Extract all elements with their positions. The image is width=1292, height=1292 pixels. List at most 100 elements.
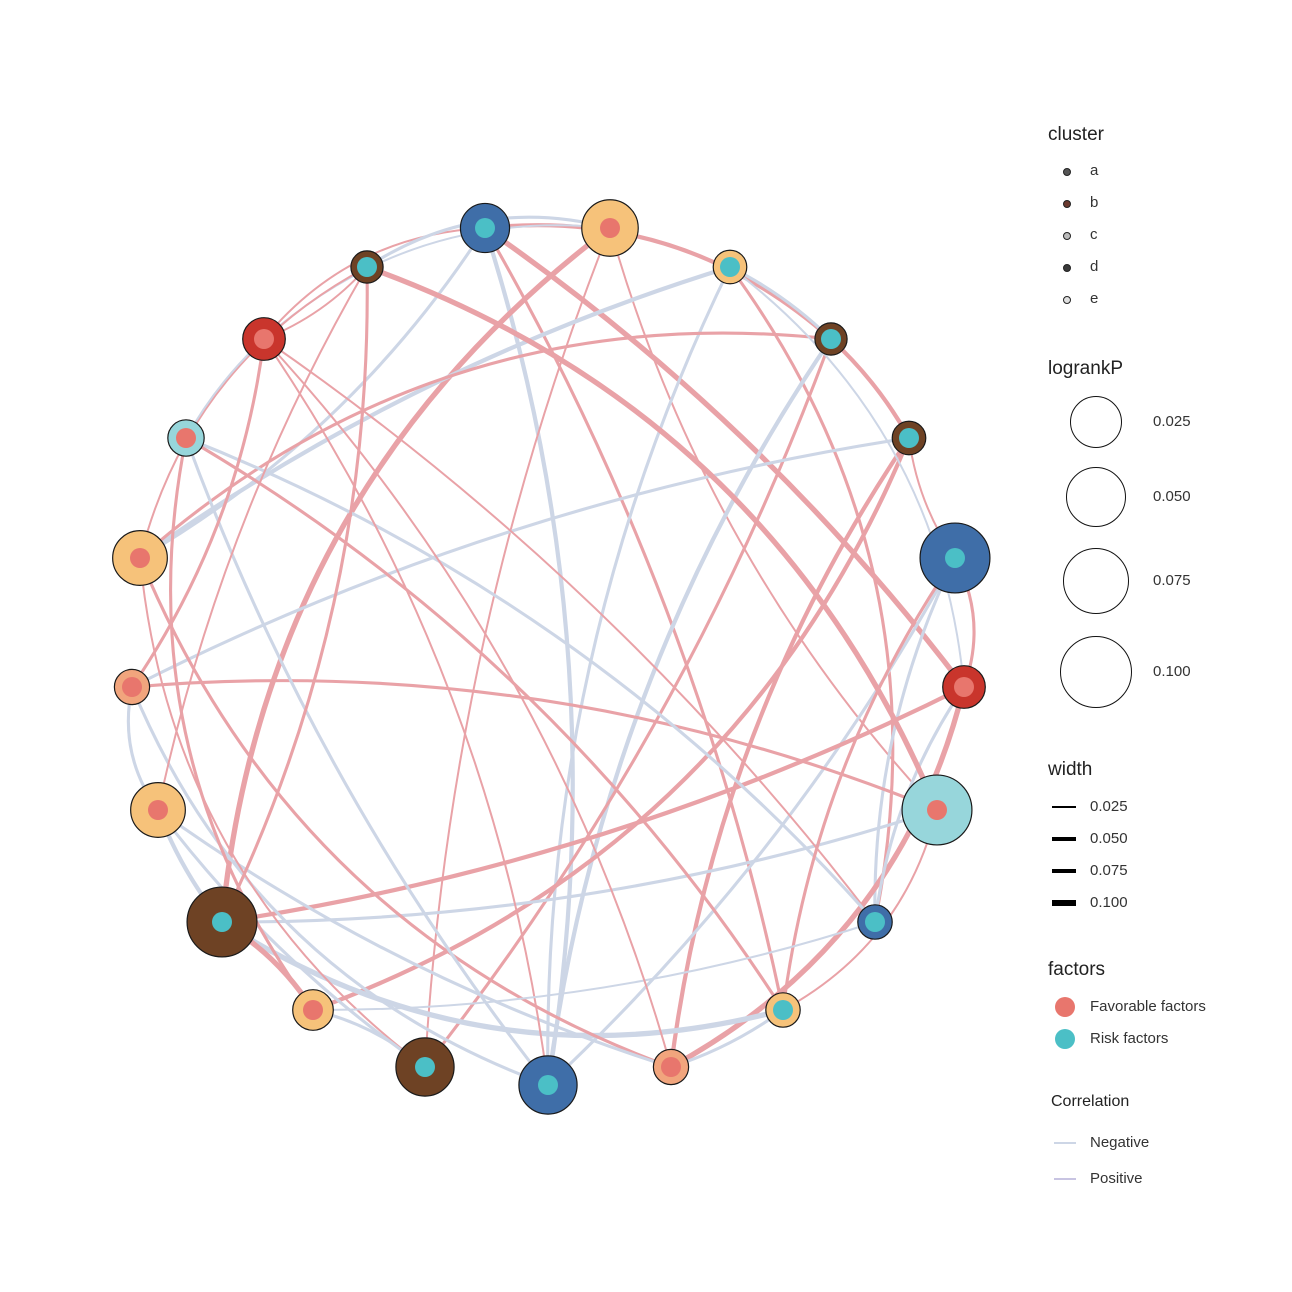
correlation-network <box>112 199 991 1115</box>
cluster-legend-title: cluster <box>1048 124 1104 145</box>
node-n5-factor-dot <box>899 428 919 448</box>
node-n8-factor-dot <box>927 800 947 820</box>
logrankp-label-0: 0.025 <box>1153 413 1191 430</box>
logrankp-legend-title: logrankP <box>1048 358 1123 379</box>
node-n14-factor-dot <box>303 1000 323 1020</box>
node-n5 <box>891 420 927 456</box>
logrankp-key-2 <box>1063 548 1129 614</box>
edge-n8-n21 <box>364 264 940 813</box>
logrankp-label-2: 0.075 <box>1153 572 1191 589</box>
edge-n6-n9 <box>873 556 957 924</box>
node-n17 <box>113 668 151 706</box>
width-legend-title: width <box>1048 759 1093 780</box>
node-layer <box>112 199 991 1115</box>
node-n16 <box>130 782 186 838</box>
edge-n7-n11 <box>668 684 967 1070</box>
cluster-key-d <box>1063 264 1071 272</box>
edge-n2-n15 <box>219 225 613 925</box>
correlation-key-0 <box>1054 1142 1076 1144</box>
node-n20-factor-dot <box>254 329 274 349</box>
edge-n15-n21 <box>220 265 369 924</box>
node-n9-factor-dot <box>865 912 885 932</box>
edge-n3-n9 <box>728 265 895 924</box>
logrankp-key-1 <box>1066 467 1126 527</box>
node-n11 <box>652 1048 690 1086</box>
edge-n5-n11 <box>668 435 912 1070</box>
node-n3-factor-dot <box>720 257 740 277</box>
edge-n12-n17 <box>130 685 550 1087</box>
node-n7-factor-dot <box>954 677 974 697</box>
node-n4-factor-dot <box>821 329 841 349</box>
cluster-key-b <box>1063 200 1071 208</box>
cluster-label-a: a <box>1090 162 1099 179</box>
node-n19-factor-dot <box>176 428 196 448</box>
node-n20 <box>242 317 286 361</box>
factor-key-0 <box>1055 997 1075 1017</box>
correlation-label-0: Negative <box>1090 1134 1150 1151</box>
cluster-label-e: e <box>1090 290 1099 307</box>
edge-n1-n12 <box>482 225 575 1088</box>
cluster-label-c: c <box>1090 226 1098 243</box>
logrankp-key-3 <box>1060 636 1132 708</box>
edge-n2-n8 <box>609 227 938 811</box>
correlation-label-1: Positive <box>1090 1170 1143 1187</box>
edge-n12-n20 <box>263 338 549 1086</box>
width-label-2: 0.075 <box>1090 862 1128 879</box>
node-n19 <box>167 419 205 457</box>
edge-layer <box>126 215 976 1088</box>
edge-n8-n17 <box>130 679 939 812</box>
edge-n9-n19 <box>184 436 877 924</box>
edge-n1-n7 <box>482 225 967 690</box>
edge-n13-n16 <box>156 808 427 1069</box>
node-n1-factor-dot <box>475 218 495 238</box>
cluster-label-b: b <box>1090 194 1099 211</box>
edge-n11-n18 <box>138 556 673 1069</box>
node-n6 <box>919 522 991 594</box>
logrankp-label-3: 0.100 <box>1153 663 1191 680</box>
node-n12-factor-dot <box>538 1075 558 1095</box>
node-n10-factor-dot <box>773 1000 793 1020</box>
edge-n12-n19 <box>184 436 550 1087</box>
edge-n4-n18 <box>138 331 833 560</box>
node-n16-factor-dot <box>148 800 168 820</box>
node-n21-factor-dot <box>357 257 377 277</box>
width-key-2 <box>1052 868 1076 874</box>
node-n2-factor-dot <box>600 218 620 238</box>
edge-n1-n18 <box>138 226 487 560</box>
factor-label-1: Risk factors <box>1090 1030 1169 1047</box>
width-key-3 <box>1052 900 1076 906</box>
node-n4 <box>814 322 848 356</box>
node-n18-factor-dot <box>130 548 150 568</box>
node-n11-factor-dot <box>661 1057 681 1077</box>
node-n13 <box>395 1037 455 1097</box>
edge-n17-n20 <box>130 337 266 689</box>
edge-n3-n12 <box>546 265 732 1087</box>
edge-n4-n5 <box>828 336 912 441</box>
node-n17-factor-dot <box>122 677 142 697</box>
logrankp-label-1: 0.050 <box>1153 488 1191 505</box>
edge-n4-n12 <box>545 336 834 1088</box>
cluster-key-c <box>1063 232 1071 240</box>
edge-n11-n20 <box>263 338 672 1068</box>
node-n15 <box>186 886 258 958</box>
correlation-key-1 <box>1054 1178 1076 1180</box>
width-key-1 <box>1052 837 1076 841</box>
edge-n10-n19 <box>184 436 785 1012</box>
factor-label-0: Favorable factors <box>1090 998 1206 1015</box>
width-label-1: 0.050 <box>1090 830 1128 847</box>
node-n3 <box>712 249 748 285</box>
width-key-0 <box>1052 805 1076 809</box>
edge-n6-n10 <box>781 556 957 1012</box>
cluster-label-d: d <box>1090 258 1099 275</box>
edge-n18-n21 <box>139 266 368 559</box>
edge-n16-n21 <box>157 266 368 811</box>
width-label-0: 0.025 <box>1090 798 1128 815</box>
node-n10 <box>765 992 801 1028</box>
edge-n7-n15 <box>219 684 967 925</box>
node-n12 <box>518 1055 578 1115</box>
logrankp-key-0 <box>1070 396 1122 448</box>
cluster-key-e <box>1063 296 1071 304</box>
width-label-3: 0.100 <box>1090 894 1128 911</box>
edge-n9-n20 <box>263 338 876 923</box>
